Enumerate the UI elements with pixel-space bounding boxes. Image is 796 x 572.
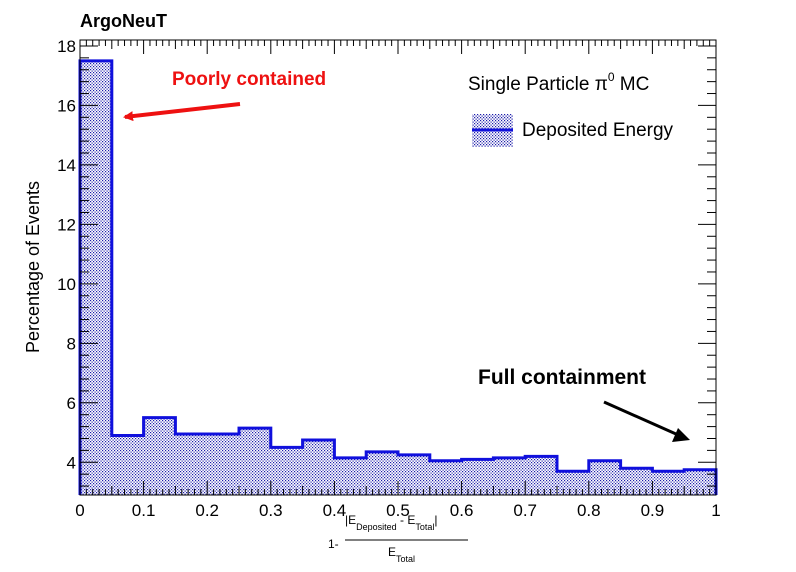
x-tick-label: 0.3: [259, 501, 283, 520]
annotation-full-containment: Full containment: [478, 366, 646, 389]
histogram-bar: [684, 469, 716, 495]
histogram-bar: [493, 457, 526, 495]
legend-entry-label: Deposited Energy: [522, 120, 674, 141]
y-tick-labels: 4 6 8 10 12 14 16 18: [57, 37, 76, 472]
histogram-bar: [80, 60, 112, 496]
y-tick-label: 18: [57, 37, 76, 56]
histogram-bar: [398, 454, 430, 495]
y-tick-label: 6: [67, 394, 76, 413]
x-tick-label: 0: [75, 501, 84, 520]
histogram-bar: [143, 417, 176, 495]
histogram-bar: [429, 460, 462, 495]
x-tick-label: 1: [711, 501, 720, 520]
histogram-bar: [525, 456, 557, 495]
histogram-bar: [175, 434, 208, 495]
y-tick-label: 8: [67, 334, 76, 353]
y-tick-label: 16: [57, 96, 76, 115]
black-arrow-shaft: [603, 400, 677, 436]
y-tick-label: 12: [57, 215, 76, 234]
y-tick-label: 4: [67, 453, 76, 472]
histogram-bar: [557, 471, 589, 495]
chart-title: ArgoNeuT: [80, 11, 167, 31]
y-axis-label: Percentage of Events: [23, 181, 43, 353]
histogram-bar: [334, 457, 367, 495]
annotation-poorly-contained: Poorly contained: [172, 69, 326, 90]
black-arrow-head: [672, 428, 690, 442]
axis-ticks: [79, 40, 717, 495]
histogram-bar: [111, 435, 144, 495]
x-label-numerator: |EDeposited - ETotal|: [345, 513, 437, 532]
histogram-bar: [239, 428, 271, 495]
histogram-bar: [588, 460, 621, 495]
histogram-bars: [80, 60, 716, 496]
x-label-denominator: ETotal: [388, 545, 415, 564]
x-tick-labels: 0 0.1 0.2 0.3 0.4 0.5 0.6 0.7 0.8 0.9 1: [75, 501, 720, 520]
histogram-bar: [620, 468, 653, 495]
histogram-bar: [652, 471, 685, 495]
x-axis-label: 1- |EDeposited - ETotal| ETotal: [328, 513, 468, 564]
histogram-bar: [302, 439, 335, 495]
x-tick-label: 0.6: [450, 501, 474, 520]
y-tick-label: 10: [57, 275, 76, 294]
legend-title: Single Particle π0 MC: [468, 70, 649, 95]
histogram-outline: [78, 59, 718, 495]
histogram-bar: [461, 459, 494, 495]
legend: Single Particle π0 MC Deposited Energy: [468, 70, 674, 147]
histogram-bar: [207, 434, 239, 495]
histogram-bar: [366, 451, 398, 495]
x-label-prefix: 1-: [328, 537, 339, 551]
red-arrow: [123, 102, 241, 122]
x-tick-label: 0.7: [513, 501, 537, 520]
y-tick-label: 14: [57, 156, 76, 175]
histogram-bar: [270, 447, 303, 495]
x-tick-label: 0.2: [195, 501, 219, 520]
x-tick-label: 0.9: [641, 501, 665, 520]
x-tick-label: 0.4: [323, 501, 347, 520]
x-tick-label: 0.8: [577, 501, 601, 520]
x-tick-label: 0.1: [132, 501, 156, 520]
x-tick-label: 0.5: [386, 501, 410, 520]
